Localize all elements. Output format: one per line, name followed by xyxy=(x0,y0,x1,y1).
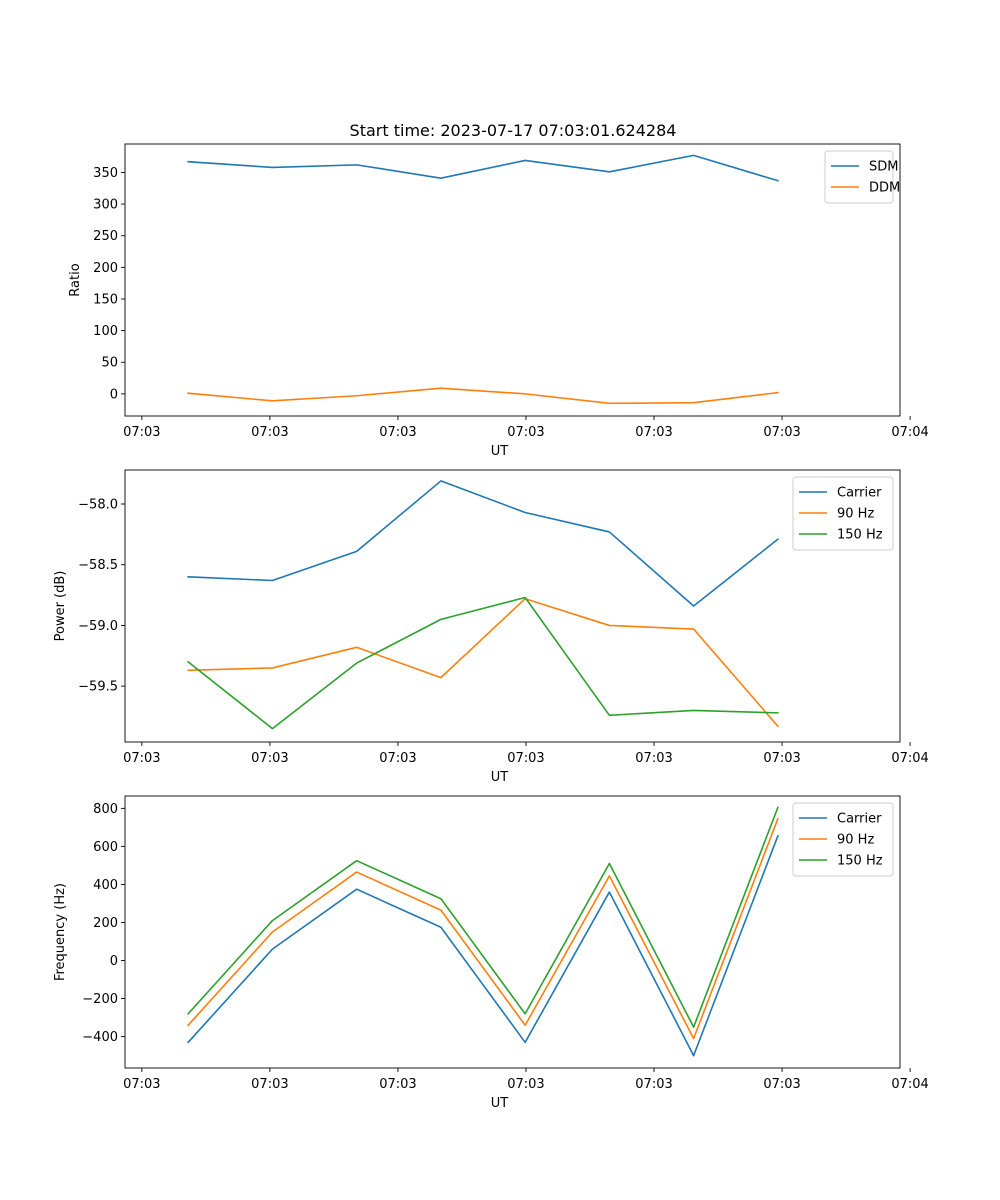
power-xtick-label: 07:03 xyxy=(251,751,288,766)
ratio-yaxis-title: Ratio xyxy=(68,263,83,296)
frequency-xtick-label: 07:03 xyxy=(123,1077,160,1092)
ratio-ytick-label: 150 xyxy=(93,292,118,307)
ratio-axes-frame xyxy=(124,143,901,417)
frequency-ytick-label: −200 xyxy=(82,992,118,1007)
power-legend-box xyxy=(792,476,894,551)
power-legend-label-90-hz: 90 Hz xyxy=(837,507,874,522)
power-legend-label-150-hz: 150 Hz xyxy=(837,528,883,543)
frequency-ytick-label: 200 xyxy=(93,916,118,931)
power-xtick-label: 07:03 xyxy=(379,751,416,766)
frequency-chart: −400 −200 0 200 400 600 800 07:03 07:03 07:03 07:0… xyxy=(53,795,929,1111)
power-ytick-label: −59.0 xyxy=(78,619,118,634)
frequency-legend: Carrier 90 Hz 150 Hz xyxy=(792,802,894,877)
ratio-xtick-label: 07:03 xyxy=(763,425,800,440)
ratio-series-sdm-line xyxy=(187,154,779,182)
ratio-xtick-label: 07:03 xyxy=(635,425,672,440)
frequency-axes-frame xyxy=(124,795,901,1069)
frequency-series-carrier-line xyxy=(187,834,779,1057)
power-legend-label-carrier: Carrier xyxy=(837,486,882,501)
power-legend: Carrier 90 Hz 150 Hz xyxy=(792,476,894,551)
frequency-ytick-label: 800 xyxy=(93,802,118,817)
power-xtick-label: 07:03 xyxy=(507,751,544,766)
ratio-ytick-label: 250 xyxy=(93,229,118,244)
ratio-xtick-label: 07:03 xyxy=(123,425,160,440)
ratio-legend-label-ddm: DDM xyxy=(869,181,900,196)
frequency-legend-label-90-hz: 90 Hz xyxy=(837,833,874,848)
power-yaxis-title: Power (dB) xyxy=(53,571,68,642)
frequency-xtick-label: 07:03 xyxy=(379,1077,416,1092)
power-series-90-hz-line xyxy=(187,597,779,728)
ratio-chart: 0 50 100 150 200 250 300 350 07:03 07:03 07:03 07:0… xyxy=(68,143,929,459)
ratio-xaxis-title: UT xyxy=(491,444,509,459)
ratio-xtick-label: 07:04 xyxy=(891,425,928,440)
ratio-legend-box xyxy=(824,150,894,204)
ratio-xtick-label: 07:03 xyxy=(507,425,544,440)
ratio-ytick-label: 50 xyxy=(101,356,118,371)
ratio-legend-label-sdm: SDM xyxy=(869,160,898,175)
frequency-series-90-hz-line xyxy=(187,817,779,1040)
power-xtick-label: 07:03 xyxy=(123,751,160,766)
frequency-ytick-label: −400 xyxy=(82,1030,118,1045)
power-ytick-label: −59.5 xyxy=(78,680,118,695)
power-chart: −59.5 −59.0 −58.5 −58.0 07:03 07:03 07:03 07:03… xyxy=(53,469,929,785)
frequency-xaxis-title: UT xyxy=(491,1096,509,1111)
power-xtick-label: 07:03 xyxy=(763,751,800,766)
frequency-xtick-label: 07:03 xyxy=(763,1077,800,1092)
power-axes-frame xyxy=(124,469,901,743)
ratio-ytick-label: 300 xyxy=(93,198,118,213)
plots-container: 0 50 100 150 200 250 300 350 07:03 07:03 07:03 07:0… xyxy=(53,143,929,1111)
ratio-legend: SDM DDM xyxy=(824,150,900,204)
power-ytick-label: −58.5 xyxy=(78,558,118,573)
frequency-legend-box xyxy=(792,802,894,877)
frequency-ytick-label: 600 xyxy=(93,840,118,855)
ratio-xtick-label: 07:03 xyxy=(379,425,416,440)
frequency-legend-label-carrier: Carrier xyxy=(837,812,882,827)
power-ytick-label: −58.0 xyxy=(78,498,118,513)
power-series-carrier-line xyxy=(187,480,779,607)
frequency-xtick-label: 07:03 xyxy=(507,1077,544,1092)
ratio-ytick-label: 0 xyxy=(110,387,118,402)
ratio-ytick-label: 100 xyxy=(93,324,118,339)
frequency-legend-label-150-hz: 150 Hz xyxy=(837,854,883,869)
frequency-xtick-label: 07:03 xyxy=(635,1077,672,1092)
power-xaxis-title: UT xyxy=(491,770,509,785)
power-series-150-hz-line xyxy=(187,596,779,730)
ratio-ytick-label: 350 xyxy=(93,166,118,181)
power-xtick-label: 07:03 xyxy=(635,751,672,766)
ratio-series-ddm-line xyxy=(187,387,779,405)
frequency-series-150-hz-line xyxy=(187,806,779,1028)
figure-title: Start time: 2023-07-17 07:03:01.624284 xyxy=(350,121,677,140)
power-xtick-label: 07:04 xyxy=(891,751,928,766)
frequency-ytick-label: 400 xyxy=(93,878,118,893)
frequency-yaxis-title: Frequency (Hz) xyxy=(53,883,68,981)
ratio-ytick-label: 200 xyxy=(93,261,118,276)
ratio-xtick-label: 07:03 xyxy=(251,425,288,440)
frequency-xtick-label: 07:04 xyxy=(891,1077,928,1092)
frequency-ytick-label: 0 xyxy=(110,954,118,969)
frequency-xtick-label: 07:03 xyxy=(251,1077,288,1092)
